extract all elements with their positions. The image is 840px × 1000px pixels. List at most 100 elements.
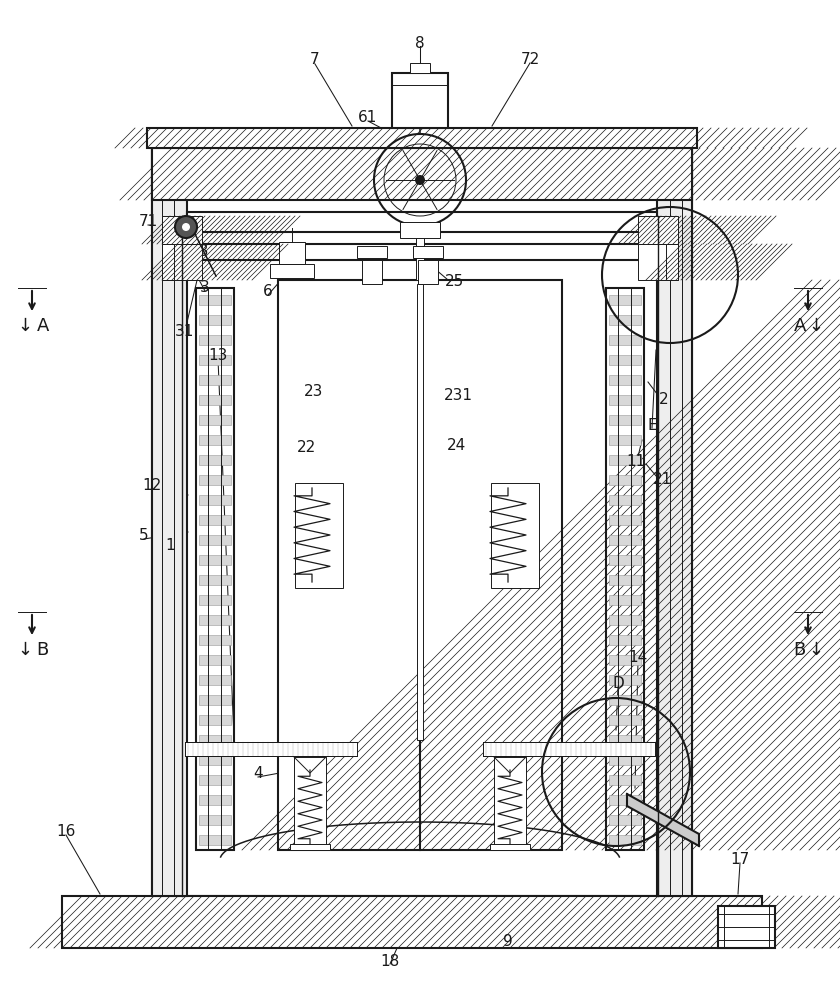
Text: 9: 9: [503, 934, 513, 950]
Bar: [187, 212, 657, 232]
Bar: [152, 148, 692, 200]
Bar: [199, 455, 231, 465]
Bar: [270, 264, 314, 278]
Bar: [152, 146, 187, 896]
Bar: [187, 244, 657, 260]
Bar: [199, 415, 231, 425]
Text: 21: 21: [653, 473, 672, 488]
Bar: [494, 757, 526, 845]
Text: 71: 71: [139, 215, 158, 230]
Bar: [609, 375, 641, 385]
Bar: [290, 844, 330, 850]
Bar: [147, 128, 697, 148]
Bar: [609, 475, 641, 485]
Bar: [418, 260, 438, 284]
Bar: [609, 755, 641, 765]
Text: 7: 7: [310, 52, 320, 68]
Bar: [199, 555, 231, 565]
Text: 4: 4: [253, 766, 263, 782]
Text: E: E: [647, 418, 657, 432]
Bar: [609, 675, 641, 685]
Bar: [410, 63, 430, 73]
Bar: [185, 742, 357, 756]
Bar: [162, 244, 174, 280]
Bar: [199, 635, 231, 645]
Bar: [199, 535, 231, 545]
Text: 23: 23: [304, 384, 323, 399]
Bar: [609, 555, 641, 565]
Bar: [199, 695, 231, 705]
Bar: [199, 735, 231, 745]
Bar: [491, 483, 539, 588]
Bar: [199, 675, 231, 685]
Bar: [199, 295, 231, 305]
Bar: [609, 295, 641, 305]
Bar: [196, 288, 234, 850]
Bar: [609, 595, 641, 605]
Bar: [199, 335, 231, 345]
Bar: [609, 315, 641, 325]
Text: 11: 11: [627, 454, 646, 470]
Bar: [718, 906, 775, 948]
Bar: [609, 575, 641, 585]
Bar: [199, 475, 231, 485]
Bar: [609, 775, 641, 785]
Bar: [638, 244, 678, 280]
Bar: [609, 395, 641, 405]
Text: 1: 1: [165, 538, 175, 552]
Bar: [278, 280, 562, 850]
Bar: [62, 896, 762, 948]
Text: 16: 16: [56, 824, 76, 840]
Bar: [609, 415, 641, 425]
Text: 8: 8: [415, 35, 425, 50]
Text: D: D: [612, 676, 624, 692]
Bar: [199, 515, 231, 525]
Bar: [199, 355, 231, 365]
Text: 231: 231: [444, 387, 472, 402]
Text: 22: 22: [297, 440, 316, 456]
Bar: [606, 288, 644, 850]
Text: 18: 18: [381, 954, 400, 970]
Text: 12: 12: [142, 479, 161, 493]
Text: 25: 25: [444, 274, 464, 290]
Text: 2: 2: [659, 392, 669, 408]
Text: 3: 3: [200, 280, 210, 296]
Bar: [609, 695, 641, 705]
Text: 17: 17: [730, 852, 749, 867]
Text: 24: 24: [446, 438, 465, 452]
Bar: [199, 795, 231, 805]
Text: 6: 6: [263, 284, 273, 300]
Bar: [279, 242, 305, 264]
Bar: [609, 715, 641, 725]
Bar: [295, 483, 343, 588]
Bar: [483, 742, 655, 756]
Bar: [666, 244, 678, 280]
Bar: [162, 244, 202, 280]
Bar: [392, 73, 448, 128]
Bar: [638, 216, 678, 244]
Text: 14: 14: [628, 650, 648, 666]
Text: 31: 31: [175, 324, 194, 340]
Bar: [609, 495, 641, 505]
Bar: [609, 535, 641, 545]
Bar: [362, 260, 382, 284]
Bar: [609, 435, 641, 445]
Bar: [400, 222, 440, 238]
Text: $\downarrow$A: $\downarrow$A: [14, 317, 50, 335]
Bar: [294, 757, 326, 845]
Text: $\downarrow$B: $\downarrow$B: [14, 641, 50, 659]
Bar: [490, 844, 530, 850]
Bar: [199, 595, 231, 605]
Bar: [199, 655, 231, 665]
Bar: [413, 246, 443, 258]
Bar: [609, 815, 641, 825]
Bar: [609, 335, 641, 345]
Circle shape: [182, 223, 190, 231]
Bar: [278, 280, 420, 850]
Bar: [357, 246, 387, 258]
Bar: [609, 515, 641, 525]
Circle shape: [175, 216, 197, 238]
Bar: [199, 775, 231, 785]
Bar: [609, 655, 641, 665]
Bar: [162, 216, 202, 244]
